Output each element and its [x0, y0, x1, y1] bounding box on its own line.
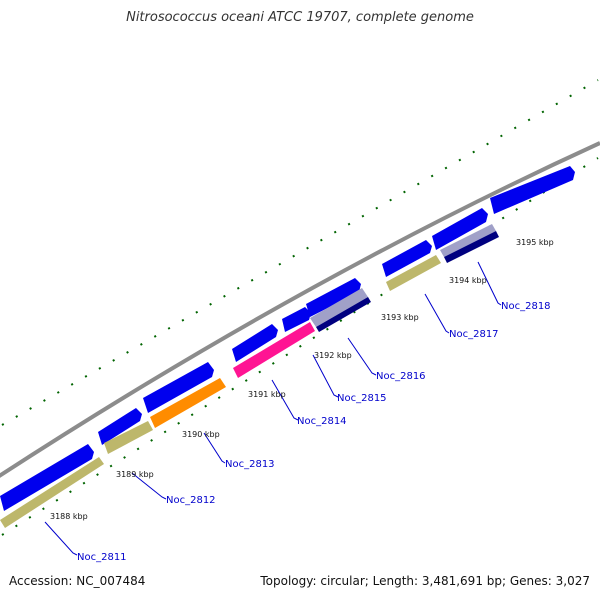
label-leaders — [44, 261, 502, 556]
accession-text: Accession: NC_007484 — [9, 574, 146, 588]
kbp-label: 3193 kbp — [381, 313, 419, 322]
gene-block-navy[interactable] — [310, 288, 368, 327]
gene-block-navy[interactable] — [440, 224, 496, 257]
gene-label[interactable]: Noc_2812 — [166, 495, 216, 506]
gene-label[interactable]: Noc_2816 — [376, 371, 426, 382]
genome-summary-text: Topology: circular; Length: 3,481,691 bp… — [260, 574, 590, 588]
gene-arrow[interactable] — [143, 362, 214, 413]
gene-label[interactable]: Noc_2813 — [225, 459, 275, 470]
gene-block-pink[interactable] — [233, 322, 315, 378]
gene-block-navy[interactable] — [316, 297, 371, 332]
gene-block-olive[interactable] — [386, 255, 441, 291]
map-title: Nitrosococcus oceani ATCC 19707, complet… — [126, 10, 474, 25]
forward-strand-genes — [0, 166, 575, 511]
kbp-label: 3192 kbp — [314, 351, 352, 360]
gene-block-olive[interactable] — [104, 421, 153, 454]
gene-arrow[interactable] — [306, 278, 361, 317]
kbp-label: 3189 kbp — [116, 470, 154, 479]
gene-block-olive[interactable] — [0, 457, 104, 528]
kbp-ticks: 3188 kbp 3189 kbp 3190 kbp 3191 kbp 3192… — [50, 238, 554, 521]
gene-arrow[interactable] — [0, 444, 94, 511]
gene-block-orange[interactable] — [150, 378, 226, 428]
gene-label[interactable]: Noc_2814 — [297, 416, 347, 427]
gene-label[interactable]: Noc_2815 — [337, 393, 387, 404]
gene-block-navy[interactable] — [444, 231, 499, 263]
kbp-label: 3190 kbp — [182, 430, 220, 439]
kbp-label: 3188 kbp — [50, 512, 88, 521]
gene-arrow[interactable] — [98, 408, 142, 445]
genome-backbone — [0, 141, 600, 478]
kbp-label: 3194 kbp — [449, 276, 487, 285]
gene-arrow[interactable] — [490, 166, 575, 214]
gene-label[interactable]: Noc_2811 — [77, 552, 127, 563]
inner-tick-track — [1, 157, 599, 536]
kbp-label: 3195 kbp — [516, 238, 554, 247]
outer-tick-track — [1, 79, 599, 426]
gene-arrow[interactable] — [282, 307, 311, 332]
gene-arrow[interactable] — [382, 240, 432, 277]
gene-arrow[interactable] — [432, 208, 488, 250]
gene-arrow[interactable] — [232, 324, 278, 362]
kbp-label: 3191 kbp — [248, 390, 286, 399]
gene-label[interactable]: Noc_2818 — [501, 301, 551, 312]
reverse-strand-genes — [0, 224, 499, 528]
gene-label[interactable]: Noc_2817 — [449, 329, 499, 340]
gene-labels: Noc_2811 Noc_2812 Noc_2813 Noc_2814 Noc_… — [77, 301, 551, 563]
